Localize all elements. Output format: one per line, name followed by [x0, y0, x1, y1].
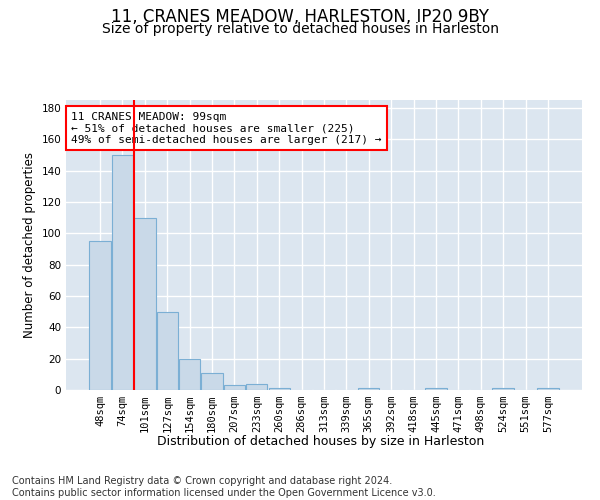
Bar — [89, 241, 111, 390]
Text: Distribution of detached houses by size in Harleston: Distribution of detached houses by size … — [157, 435, 485, 448]
Bar — [425, 388, 446, 390]
Bar — [358, 388, 379, 390]
Bar — [112, 155, 133, 390]
Text: Contains HM Land Registry data © Crown copyright and database right 2024.
Contai: Contains HM Land Registry data © Crown c… — [12, 476, 436, 498]
Bar — [224, 386, 245, 390]
Text: 11 CRANES MEADOW: 99sqm
← 51% of detached houses are smaller (225)
49% of semi-d: 11 CRANES MEADOW: 99sqm ← 51% of detache… — [71, 112, 382, 145]
Bar — [134, 218, 155, 390]
Bar — [537, 388, 559, 390]
Bar — [179, 358, 200, 390]
Bar — [493, 388, 514, 390]
Text: Size of property relative to detached houses in Harleston: Size of property relative to detached ho… — [101, 22, 499, 36]
Bar — [246, 384, 268, 390]
Bar — [202, 373, 223, 390]
Bar — [269, 388, 290, 390]
Y-axis label: Number of detached properties: Number of detached properties — [23, 152, 36, 338]
Bar — [157, 312, 178, 390]
Text: 11, CRANES MEADOW, HARLESTON, IP20 9BY: 11, CRANES MEADOW, HARLESTON, IP20 9BY — [111, 8, 489, 26]
